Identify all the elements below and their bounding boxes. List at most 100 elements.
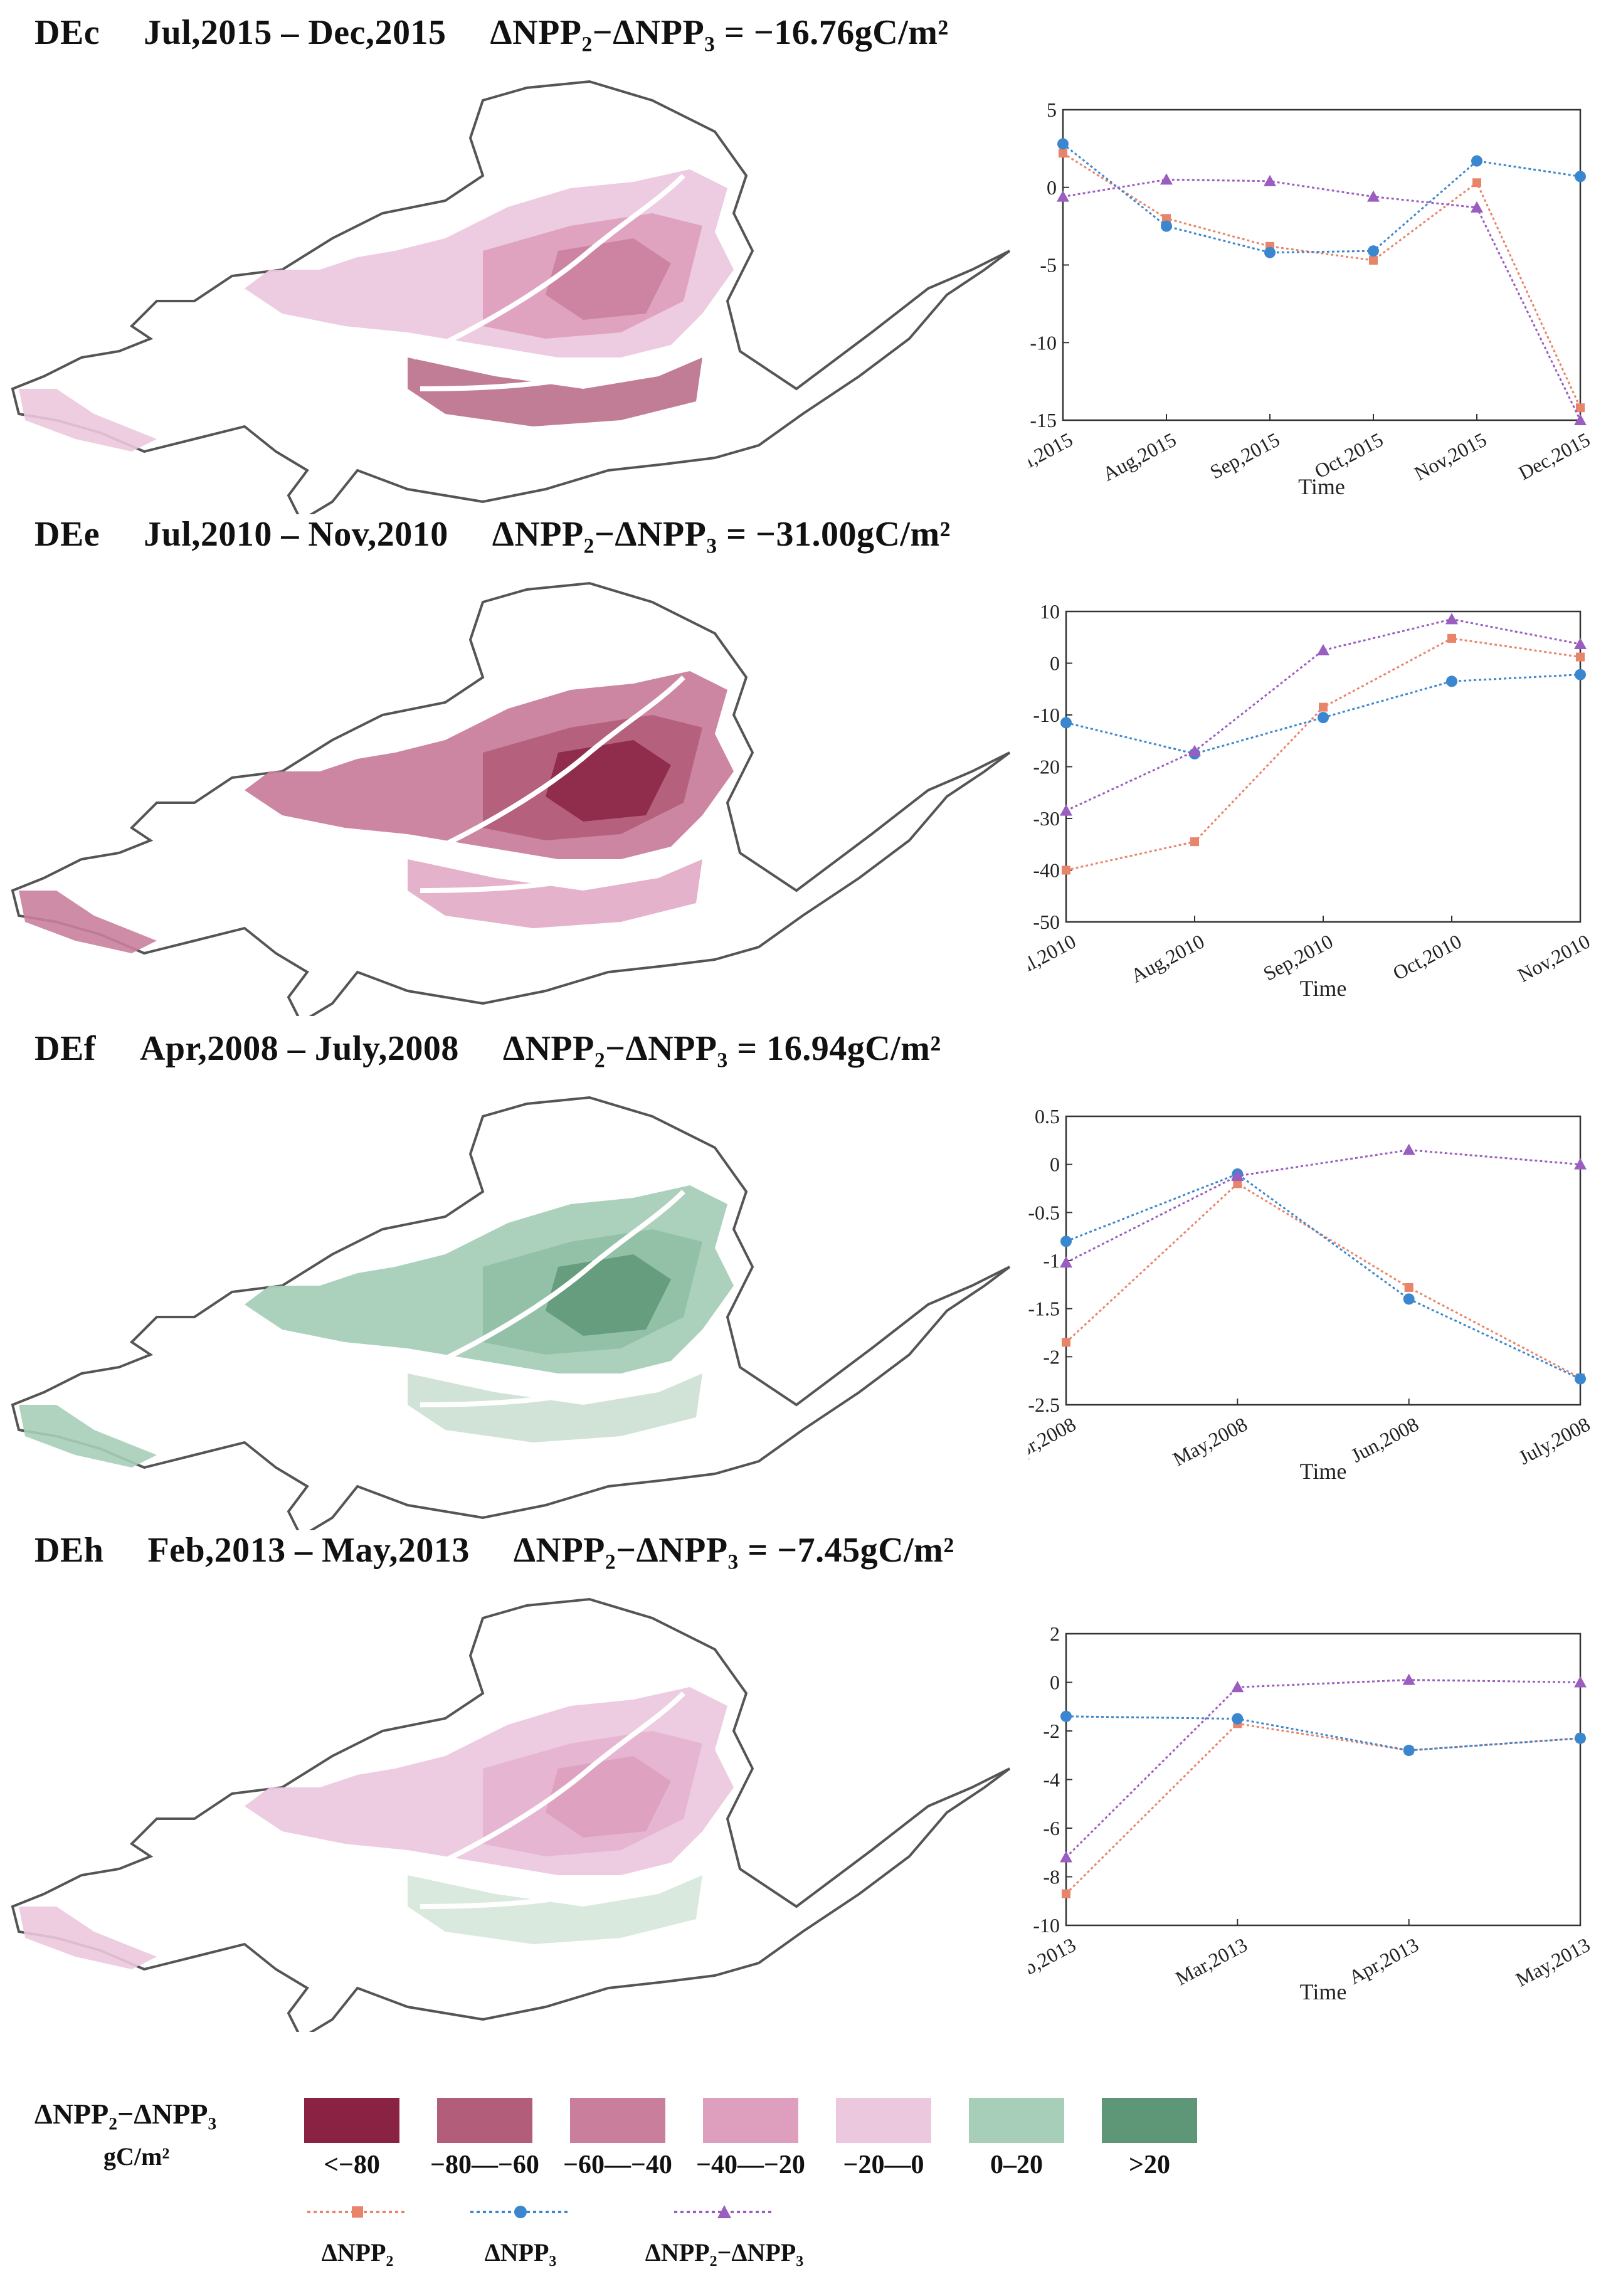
x-axis-label: Time [1300,976,1347,1001]
y-tick-label: 0 [1047,176,1057,199]
series-npp2-point [1190,837,1199,847]
series-diff-point [1402,1143,1415,1155]
series-npp3-line [1062,143,1581,254]
x-tick-label: Aug,2015 [1099,428,1180,485]
series-npp3-point [1575,1732,1586,1744]
series-diff-point [1471,201,1483,213]
plot-frame [1065,1115,1582,1406]
series-npp2-point [1576,652,1585,662]
series-diff-line [1065,1149,1581,1264]
y-tick-label: 0 [1050,1153,1060,1176]
legend-swatch [304,2098,399,2143]
legend-swatch-label: >20 [1129,2151,1170,2179]
map-dec [11,80,1011,514]
series-npp2-point [1576,403,1585,413]
series-npp3-line [1065,1173,1581,1380]
legend-line-key [307,2206,408,2218]
panel-period: Jul,2015 – Dec,2015 [144,13,446,52]
series-npp3-point [1575,1373,1586,1385]
legend-swatch [969,2098,1064,2143]
x-tick-label: Jul,2015 [1028,428,1076,480]
y-tick-label: -6 [1043,1817,1060,1839]
series-npp2-line [1065,1722,1581,1895]
series-npp3-point [1264,246,1276,258]
x-axis-label: Time [1300,1979,1347,2004]
series-diff-point [1574,1158,1587,1170]
legend-swatch-label: −40—−20 [696,2151,805,2179]
map-dee [11,581,1011,1016]
x-axis-label: Time [1298,474,1345,499]
series-npp3-point [1060,717,1072,729]
panel-id: DEf [34,1029,96,1068]
y-tick-label: 0.5 [1035,1105,1060,1128]
x-tick-label: May,2013 [1512,1933,1593,1991]
series-npp2-line [1065,637,1581,871]
series-npp2-point [1369,256,1378,265]
panel-id: DEh [34,1531,104,1570]
series-npp3-point [1403,1745,1415,1756]
series-diff-line [1065,1679,1581,1858]
series-npp3-point [1060,1235,1072,1247]
plot-frame [1065,1632,1582,1927]
series-diff-point [1231,1170,1244,1182]
series-diff-line [1062,178,1582,421]
panel-sum: = −16.76gC/m² [715,13,949,52]
series-npp3-point [1471,155,1482,167]
series-npp2-point [1162,214,1171,223]
x-tick-label: Sep,2015 [1206,428,1283,483]
y-tick-label: -4 [1043,1769,1060,1791]
x-tick-label: Apr,2013 [1345,1933,1422,1988]
series-npp2-point [1062,1889,1070,1898]
y-tick-label: -0.5 [1028,1201,1060,1224]
legend-title: ΔNPP₂−ΔNPP₃ [34,2098,217,2130]
panel-title: DEc Jul,2015 – Dec,2015 ΔNPP₂−ΔNPP₃ = −16.… [34,13,949,53]
legend-line-label: ΔNPP₃ [484,2238,557,2267]
legend-swatch-label: <−80 [324,2151,380,2179]
panel-dee: DEe Jul,2010 – Nov,2010 ΔNPP₂−ΔNPP₃ = −31.… [0,514,1601,1016]
panel-id: DEc [34,13,100,52]
x-axis-label: Time [1300,1459,1347,1484]
panel-metric: ΔNPP₂−ΔNPP₃ [502,1029,728,1068]
legend-swatch [437,2098,532,2143]
plot-frame [1065,610,1582,923]
legend-line-key [674,2205,774,2218]
series-npp3-point [1575,171,1586,183]
series-diff-point [1445,613,1458,625]
series-diff-point [1317,643,1329,655]
y-tick-label: -10 [1030,331,1057,354]
x-tick-label: Nov,2015 [1410,428,1490,484]
panel-title: DEh Feb,2013 – May,2013 ΔNPP₂−ΔNPP₃ = −7.4… [34,1530,954,1570]
x-tick-label: Mar,2013 [1171,1933,1250,1989]
series-npp3-point [1575,669,1586,680]
legend-unit: gC/m² [103,2142,170,2171]
series-npp3-line [1065,1715,1581,1752]
x-tick-label: May,2008 [1169,1412,1250,1470]
panel-sum: = −7.45gC/m² [738,1531,954,1570]
legend-swatch-label: −60—−40 [563,2151,672,2179]
series-npp2-point [1233,1179,1242,1188]
y-tick-label: -2 [1043,1345,1060,1368]
y-tick-label: -15 [1030,409,1057,431]
y-tick-label: -40 [1033,859,1060,882]
plot-frame [1062,108,1582,421]
y-tick-label: -2.5 [1028,1394,1060,1416]
series-npp3-point [1161,220,1172,232]
map-def [11,1096,1011,1530]
series-npp3-point [1057,138,1069,150]
series-diff-point [1574,637,1587,649]
y-tick-label: -50 [1033,911,1060,933]
y-tick-label: -1 [1043,1249,1060,1272]
legend-swatch [1102,2098,1197,2143]
y-tick-label: 0 [1050,1671,1060,1694]
legend-swatch [703,2098,798,2143]
x-tick-label: Nov,2010 [1514,929,1593,986]
panel-deh: DEh Feb,2013 – May,2013 ΔNPP₂−ΔNPP₃ = −7.4… [0,1530,1601,2032]
legend-swatch [836,2098,931,2143]
panel-title: DEf Apr,2008 – July,2008 ΔNPP₂−ΔNPP₃ = 16.… [34,1029,941,1069]
series-diff-point [1060,804,1072,816]
series-diff-point [1060,1851,1072,1863]
panel-metric: ΔNPP₂−ΔNPP₃ [513,1531,739,1570]
